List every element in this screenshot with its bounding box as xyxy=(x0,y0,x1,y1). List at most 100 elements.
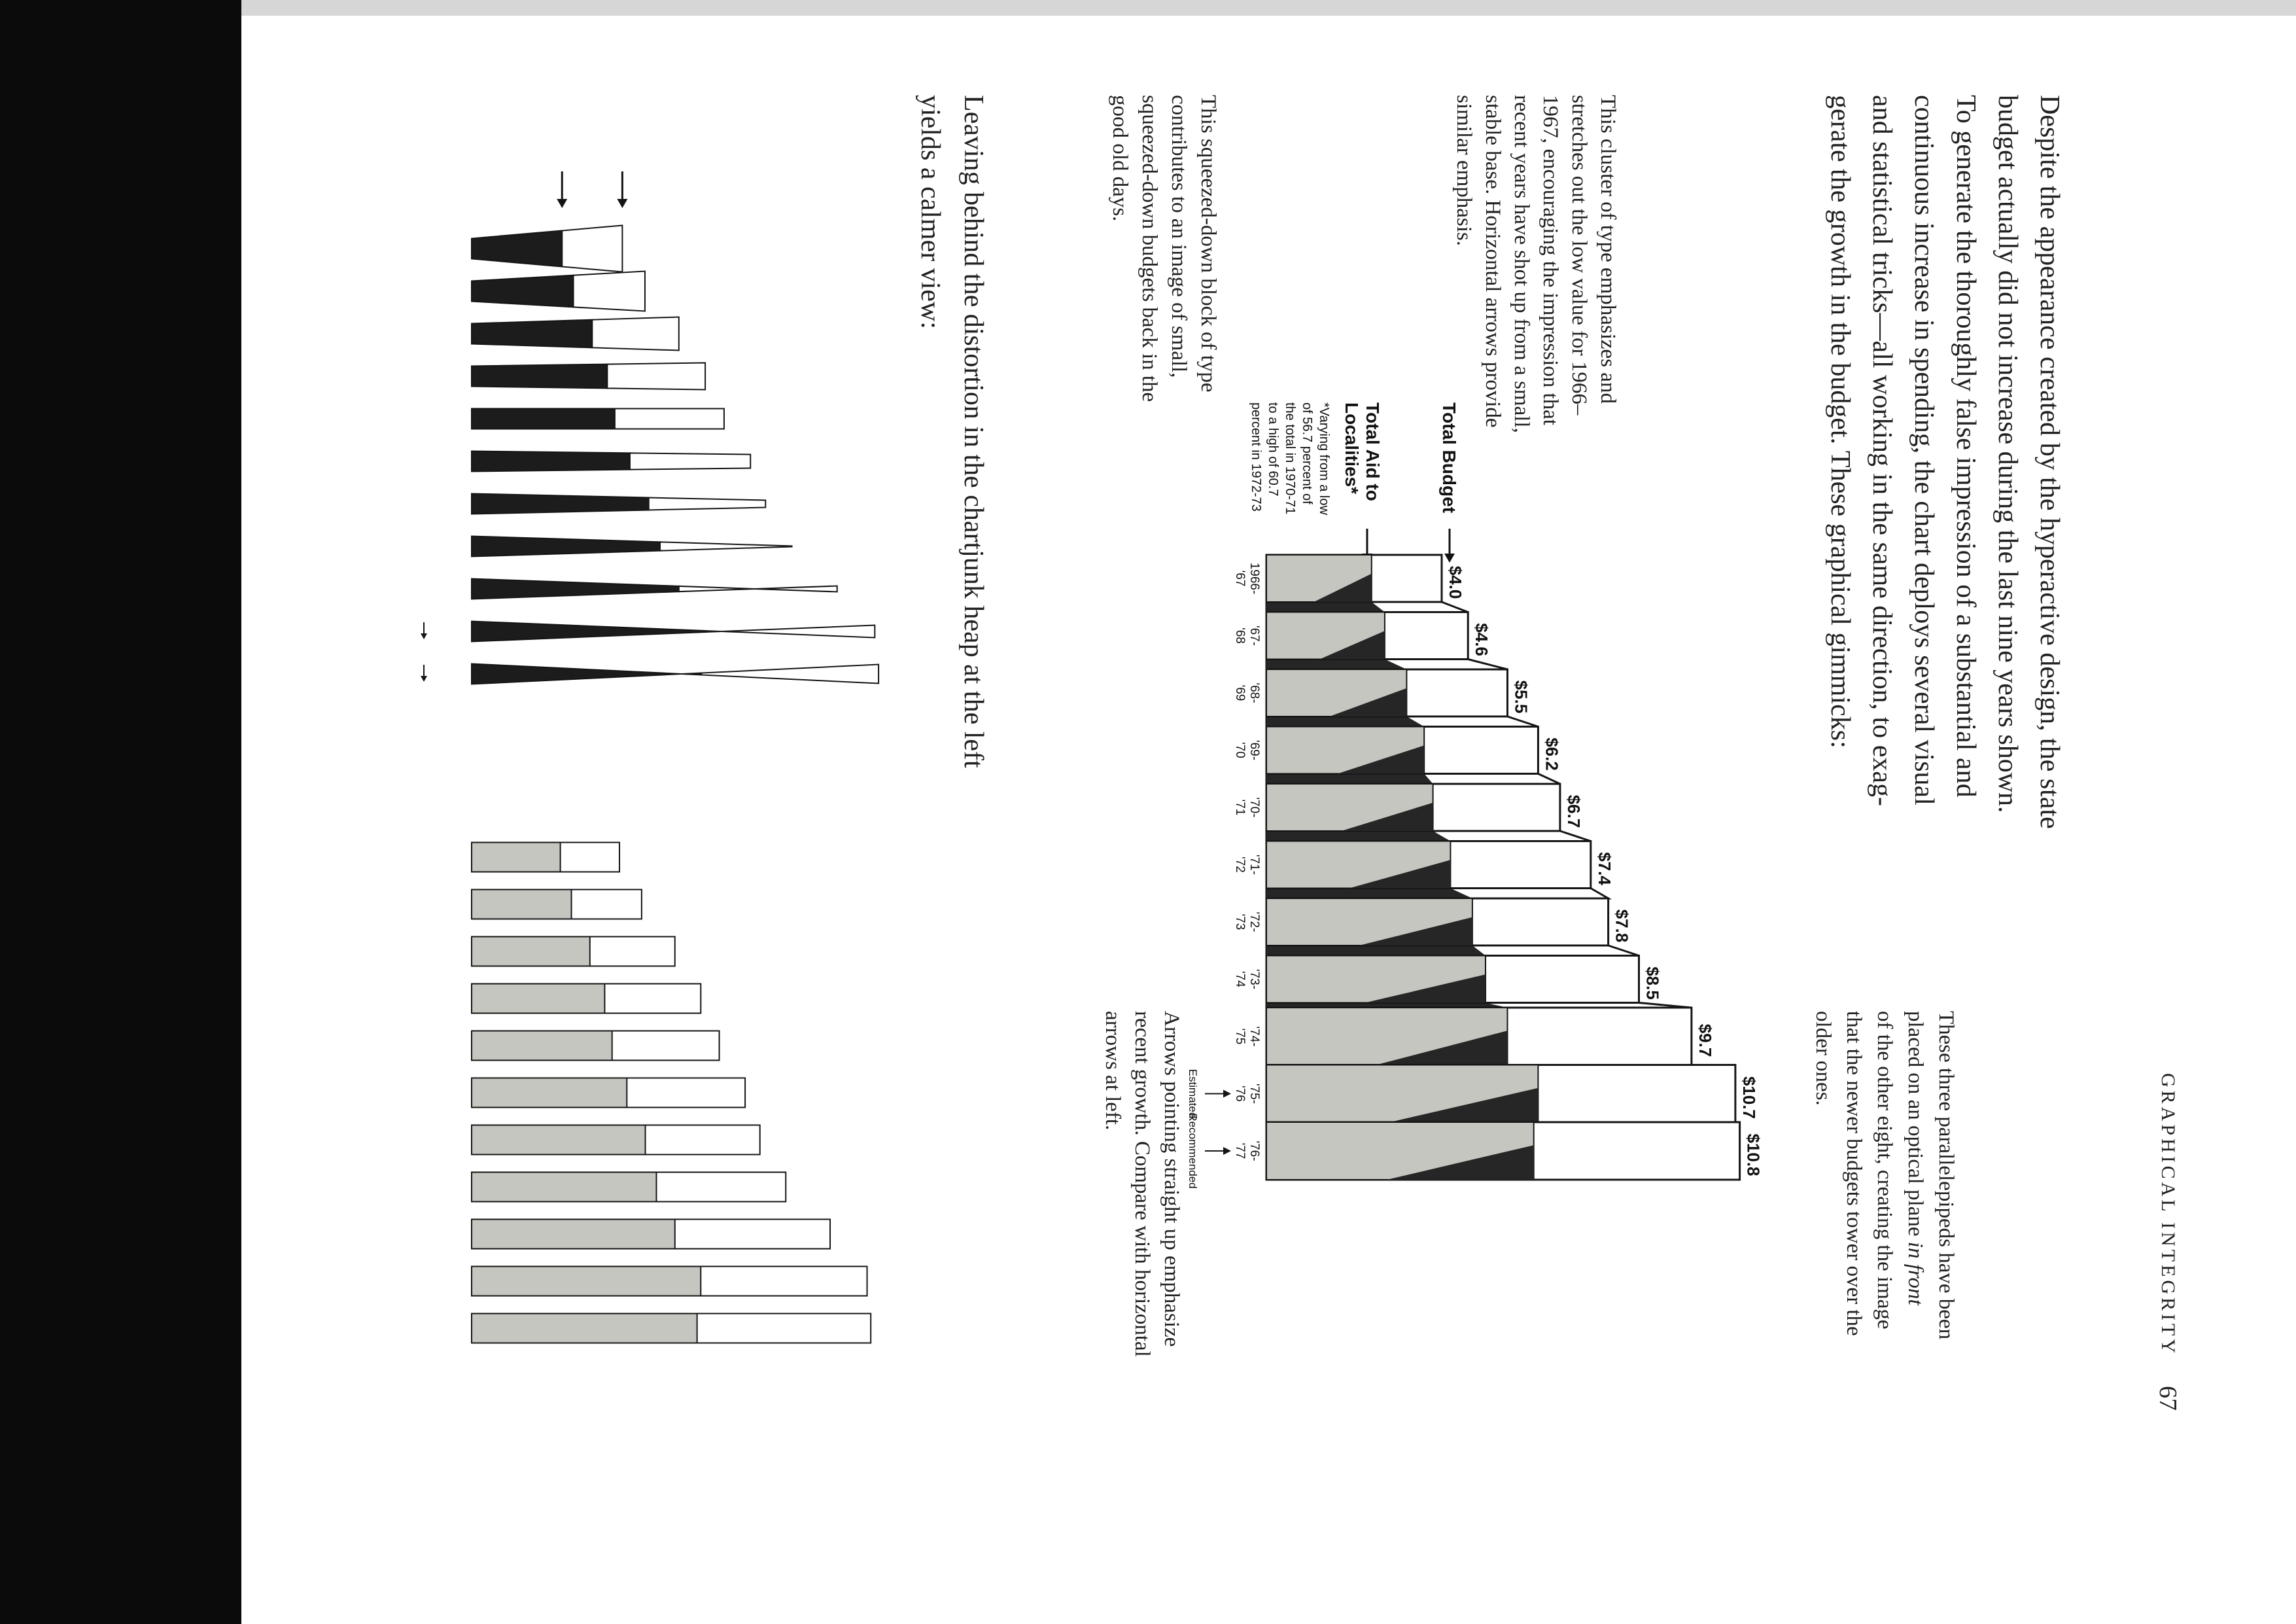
aid-bar xyxy=(470,1030,613,1061)
x-tick-label: '71- xyxy=(1247,855,1261,875)
aid-side xyxy=(1266,1002,1508,1008)
budget-block xyxy=(629,452,752,470)
note-line: recent years have shot up from a small, xyxy=(1510,95,1533,433)
x-tick-label: 1966- xyxy=(1247,563,1261,595)
aid-block xyxy=(471,408,616,430)
body-line: Despite the appearance created by the hy… xyxy=(2034,95,2064,829)
budget-block xyxy=(704,624,876,639)
x-tick-label: '72- xyxy=(1247,911,1261,932)
side-note-text: placed on an optical plane xyxy=(1904,1011,1927,1237)
aid-block xyxy=(471,620,706,643)
aid-block xyxy=(471,493,650,515)
aid-side xyxy=(1266,716,1425,727)
note-line: squeezed-down budgets back in the xyxy=(1138,95,1161,402)
aid-bar xyxy=(471,1171,657,1203)
page-number: 67 xyxy=(2154,1386,2182,1411)
budget-block xyxy=(606,362,706,391)
note-line: Arrows pointing straight up emphasize xyxy=(1160,1011,1183,1347)
x-tick-label: '68- xyxy=(1247,682,1261,703)
body-line: To generate the thoroughly false impress… xyxy=(1951,95,1981,798)
x-tick-label: '73- xyxy=(1247,969,1261,989)
arrow-head xyxy=(1223,1147,1231,1155)
closing-line: yields a calmer view: xyxy=(915,95,945,329)
x-tick-label: '71 xyxy=(1233,800,1247,816)
value-label: $10.8 xyxy=(1744,1133,1764,1176)
column-note: Estimated xyxy=(1187,1069,1199,1119)
aid-shade xyxy=(1341,802,1433,831)
arrow-head xyxy=(421,676,427,682)
aid-bar xyxy=(470,1313,698,1344)
aid-side xyxy=(1266,888,1472,898)
side-note-line: of the other eight, creating the image xyxy=(1873,1011,1896,1330)
side-note-line: that the newer budgets tower over the xyxy=(1842,1011,1866,1336)
note-line: good old days. xyxy=(1108,95,1132,221)
x-tick-label: '68 xyxy=(1233,627,1247,644)
arrow-head xyxy=(421,633,427,639)
footnote-line: the total in 1970-71 xyxy=(1283,402,1297,514)
aid-block xyxy=(471,578,680,600)
note-line: contributes to an image of small, xyxy=(1167,95,1191,378)
x-tick-label: '70 xyxy=(1233,742,1247,758)
footnote-line: to a high of 60.7 xyxy=(1266,402,1280,496)
note-line: stable base. Horizontal arrows provide xyxy=(1481,95,1505,428)
x-tick-label: '76- xyxy=(1247,1140,1261,1161)
legend-aid-box: Total Aid to Localities* xyxy=(1342,402,1383,501)
aid-bar xyxy=(471,889,572,920)
aid-shade xyxy=(1329,688,1407,716)
scan-edge xyxy=(241,0,2296,16)
column-note: Recommended xyxy=(1187,1113,1199,1188)
budget-block xyxy=(678,585,838,593)
footnote-line: *Varying from a low xyxy=(1317,402,1331,515)
footnote-line: of 56.7 percent of xyxy=(1300,402,1314,504)
x-tick-label: '75- xyxy=(1247,1084,1261,1104)
x-tick-label: '69 xyxy=(1233,685,1247,701)
arrow-head xyxy=(557,199,568,208)
aid-shade xyxy=(1365,974,1486,1003)
note-line: similar emphasis. xyxy=(1452,95,1476,246)
value-label: $5.5 xyxy=(1512,680,1531,714)
aid-shade xyxy=(1359,917,1472,945)
aid-bar xyxy=(471,936,591,967)
aid-block xyxy=(471,663,703,685)
value-label: $4.6 xyxy=(1472,623,1491,656)
aid-block xyxy=(471,274,574,308)
aid-block xyxy=(471,230,563,268)
note-line: stretches out the low value for 1966– xyxy=(1567,95,1591,415)
value-label: $6.7 xyxy=(1564,795,1584,828)
aid-shade xyxy=(1374,1031,1508,1065)
body-line: continuous increase in spending, the cha… xyxy=(1909,95,1939,805)
aid-shade xyxy=(1386,1145,1534,1180)
aid-side xyxy=(1266,659,1407,669)
value-label: $4.0 xyxy=(1446,566,1465,599)
note-line: This cluster of type emphasizes and xyxy=(1596,95,1620,404)
x-tick-label: '67 xyxy=(1233,571,1247,587)
aid-side xyxy=(1266,602,1385,612)
legend-total-budget: Total Budget xyxy=(1439,402,1459,513)
aid-shade xyxy=(1337,745,1425,774)
budget-block xyxy=(561,224,623,273)
x-tick-label: '76 xyxy=(1233,1086,1247,1102)
aid-shade xyxy=(1319,631,1385,660)
x-tick-label: '74- xyxy=(1247,1026,1261,1046)
value-label: $6.2 xyxy=(1542,737,1561,771)
arrow-head xyxy=(617,199,628,208)
side-note-line: placed on an optical plane in front xyxy=(1904,1011,1927,1305)
body-line: gerate the growth in the budget. These g… xyxy=(1825,95,1855,749)
x-tick-label: '67- xyxy=(1247,626,1261,646)
aid-block xyxy=(471,319,593,349)
x-tick-label: '69- xyxy=(1247,740,1261,760)
aid-shade xyxy=(1349,860,1451,889)
note-line: This squeezed-down block of type xyxy=(1196,95,1220,393)
value-label: $9.7 xyxy=(1696,1024,1715,1057)
aid-bar xyxy=(471,1218,676,1250)
aid-bar xyxy=(471,1124,646,1156)
arrow-head xyxy=(1444,554,1455,563)
aid-block xyxy=(471,535,661,557)
aid-block xyxy=(471,363,608,389)
x-tick-label: '74 xyxy=(1233,971,1247,987)
note-line: arrows at left. xyxy=(1101,1011,1124,1130)
footnote-line: percent in 1972-73 xyxy=(1249,402,1263,512)
budget-block xyxy=(614,408,725,430)
